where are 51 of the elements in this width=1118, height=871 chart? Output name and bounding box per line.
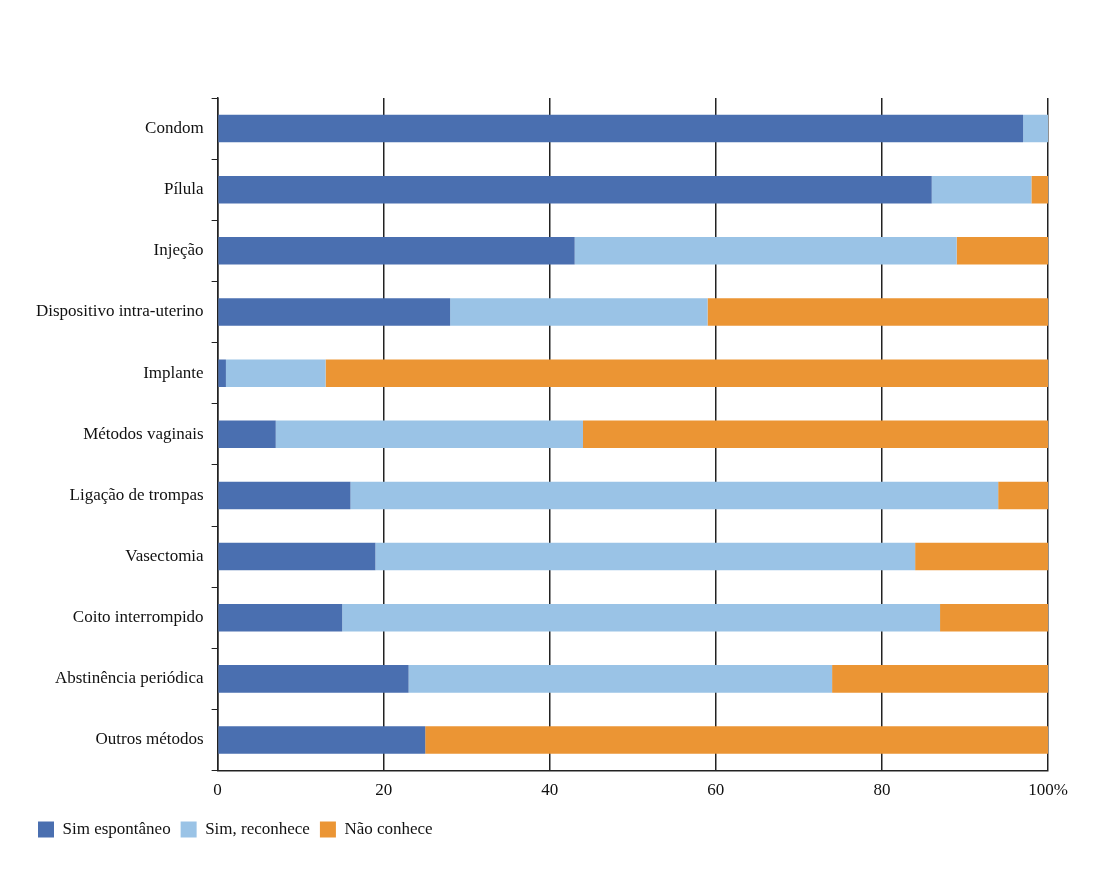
bar: [218, 175, 932, 204]
bar: [956, 237, 1048, 265]
y-tick-label: Condom: [145, 118, 204, 138]
bar: [218, 481, 351, 510]
bar: [218, 665, 409, 693]
y-tick-label: Abstinência periódica: [54, 668, 205, 688]
bar: [832, 665, 1048, 693]
bar: [450, 298, 708, 326]
y-tick-label: Implante: [143, 362, 204, 382]
y-tick-label: Métodos vaginais: [83, 423, 204, 443]
y-tick-label: Pílula: [163, 179, 205, 199]
bar: [218, 298, 451, 326]
bar: [218, 359, 226, 387]
bar: [218, 603, 343, 632]
bar: [275, 420, 583, 449]
bar: [218, 420, 276, 449]
bar: [218, 114, 1024, 143]
bar: [218, 726, 426, 754]
bar: [342, 603, 941, 632]
legend-label: Não conhece: [344, 818, 433, 838]
legend-label: Sim espontâneo: [62, 818, 171, 838]
bar: [218, 237, 575, 265]
bar: [574, 237, 957, 265]
bar: [582, 420, 1048, 449]
bar: [325, 359, 1048, 387]
bar: [998, 481, 1048, 510]
y-tick-label: Vasectomia: [125, 546, 205, 566]
bar: [425, 726, 1048, 754]
y-tick-label: Injeção: [153, 240, 204, 260]
bar: [1023, 114, 1048, 143]
bar: [931, 175, 1032, 204]
bar: [350, 481, 999, 510]
bar: [940, 603, 1048, 632]
legend-label: Sim, reconhece: [205, 818, 310, 838]
x-tick-label: 60: [707, 780, 725, 800]
bar: [375, 542, 916, 571]
x-tick-label: 40: [541, 780, 559, 800]
bar: [408, 665, 833, 693]
y-tick-label: Outros métodos: [95, 729, 204, 749]
bar: [1031, 175, 1048, 204]
bar: [915, 542, 1048, 571]
x-tick-label: 20: [375, 780, 393, 800]
bar: [707, 298, 1048, 326]
bar: [225, 359, 326, 387]
x-tick-label: 0: [213, 780, 222, 800]
y-tick-label: Ligação de trompas: [69, 484, 204, 504]
x-tick-label: 80: [873, 780, 891, 800]
bar: [218, 542, 376, 571]
x-tick-label: 100%: [1028, 780, 1068, 800]
y-tick-label: Coito interrompido: [72, 607, 204, 627]
y-tick-label: Dispositivo intra-uterino: [35, 301, 204, 321]
